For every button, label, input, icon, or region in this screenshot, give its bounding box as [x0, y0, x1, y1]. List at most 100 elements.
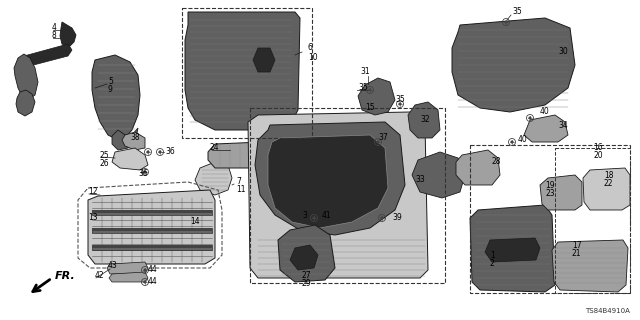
Text: 12: 12: [88, 188, 97, 196]
Polygon shape: [107, 262, 148, 274]
Text: 40: 40: [518, 135, 528, 145]
Polygon shape: [92, 55, 140, 140]
Text: 2: 2: [490, 259, 495, 268]
Text: 25: 25: [100, 150, 109, 159]
Text: 38: 38: [130, 133, 140, 142]
Bar: [92, 245, 212, 248]
Text: 34: 34: [558, 122, 568, 131]
Text: 1: 1: [490, 251, 495, 260]
Polygon shape: [255, 122, 405, 235]
Text: 33: 33: [415, 175, 425, 185]
Circle shape: [380, 216, 383, 220]
Polygon shape: [456, 150, 500, 185]
Polygon shape: [408, 102, 440, 138]
Polygon shape: [122, 132, 145, 150]
Text: 41: 41: [322, 211, 332, 220]
Text: 43: 43: [108, 261, 118, 270]
Text: 26: 26: [100, 158, 109, 167]
Polygon shape: [248, 112, 428, 278]
Polygon shape: [14, 54, 38, 100]
Text: 16: 16: [593, 143, 603, 153]
Polygon shape: [195, 162, 232, 195]
Text: 6: 6: [308, 44, 313, 52]
Circle shape: [511, 140, 513, 144]
Polygon shape: [16, 90, 35, 116]
Text: 44: 44: [148, 277, 157, 286]
Polygon shape: [268, 135, 388, 228]
Text: 35: 35: [395, 95, 404, 105]
Circle shape: [529, 116, 532, 120]
Polygon shape: [358, 78, 395, 115]
Text: 10: 10: [308, 53, 317, 62]
Polygon shape: [20, 44, 72, 68]
Text: 40: 40: [540, 108, 550, 116]
Text: 7: 7: [236, 178, 241, 187]
Bar: [250, 108, 445, 283]
Text: 20: 20: [593, 151, 603, 161]
Polygon shape: [60, 22, 76, 48]
Circle shape: [147, 150, 150, 154]
Text: 37: 37: [378, 133, 388, 142]
Polygon shape: [112, 128, 138, 150]
Bar: [92, 210, 212, 215]
Circle shape: [143, 280, 147, 284]
Polygon shape: [88, 190, 215, 264]
Polygon shape: [185, 12, 300, 130]
Text: 9: 9: [108, 85, 113, 94]
Text: 30: 30: [558, 47, 568, 57]
Text: 8: 8: [52, 31, 57, 41]
Text: 28: 28: [492, 157, 502, 166]
Polygon shape: [452, 18, 575, 112]
Circle shape: [369, 88, 372, 92]
Text: 19: 19: [545, 180, 555, 189]
Polygon shape: [524, 115, 568, 142]
Polygon shape: [290, 245, 318, 270]
Polygon shape: [412, 152, 465, 198]
Circle shape: [143, 268, 147, 272]
Text: 44: 44: [148, 266, 157, 275]
Polygon shape: [485, 238, 540, 262]
Polygon shape: [253, 48, 275, 72]
Text: 21: 21: [572, 250, 582, 259]
Text: 32: 32: [420, 116, 429, 124]
Text: 36: 36: [165, 148, 175, 156]
Text: 3: 3: [302, 212, 307, 220]
Polygon shape: [208, 140, 320, 168]
Text: 35: 35: [512, 7, 522, 17]
Polygon shape: [112, 148, 148, 170]
Circle shape: [159, 150, 161, 154]
Text: 36: 36: [138, 169, 148, 178]
Text: FR.: FR.: [55, 271, 76, 281]
Bar: [470, 145, 630, 293]
Text: 27: 27: [302, 270, 312, 279]
Polygon shape: [470, 205, 555, 292]
Polygon shape: [109, 272, 148, 282]
Bar: [555, 148, 630, 293]
Text: 24: 24: [210, 143, 220, 153]
Bar: [92, 210, 212, 213]
Polygon shape: [552, 240, 628, 292]
Polygon shape: [540, 175, 582, 210]
Bar: [92, 245, 212, 250]
Text: 14: 14: [190, 218, 200, 227]
Circle shape: [399, 102, 401, 106]
Text: 23: 23: [545, 188, 555, 197]
Text: 17: 17: [572, 242, 582, 251]
Polygon shape: [278, 225, 335, 282]
Circle shape: [143, 171, 147, 173]
Text: 13: 13: [88, 213, 98, 222]
Text: TS84B4910A: TS84B4910A: [585, 308, 630, 314]
Text: 39: 39: [392, 213, 402, 222]
Text: 35: 35: [358, 84, 368, 92]
Text: 22: 22: [604, 179, 614, 188]
Text: 4: 4: [52, 23, 57, 33]
Text: 15: 15: [365, 103, 374, 113]
Circle shape: [376, 140, 380, 144]
Bar: [92, 228, 212, 231]
Text: 18: 18: [604, 171, 614, 180]
Polygon shape: [583, 168, 630, 210]
Text: 42: 42: [95, 271, 104, 281]
Text: 5: 5: [108, 77, 113, 86]
Text: 29: 29: [302, 278, 312, 287]
Text: 31: 31: [360, 68, 370, 76]
